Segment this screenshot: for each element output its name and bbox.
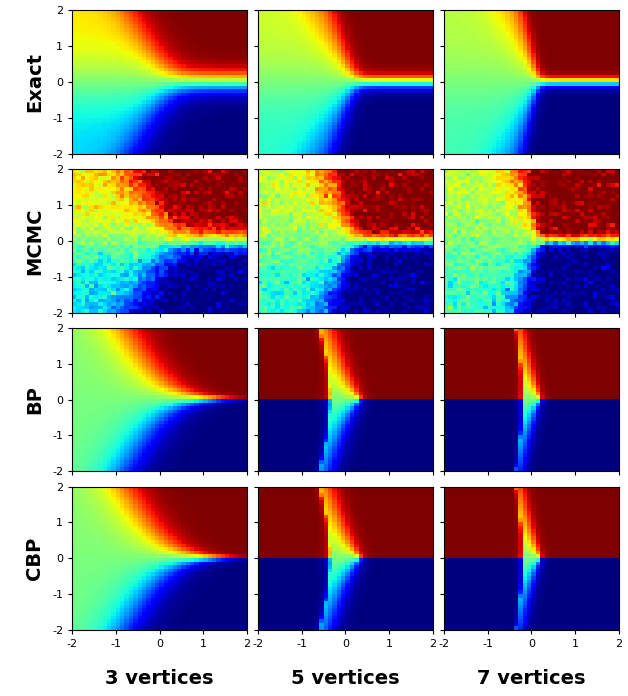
Text: 3 vertices: 3 vertices — [106, 669, 214, 688]
Text: BP: BP — [25, 385, 44, 414]
Text: CBP: CBP — [25, 537, 44, 580]
Text: 7 vertices: 7 vertices — [477, 669, 585, 688]
Text: Exact: Exact — [25, 52, 44, 112]
Text: MCMC: MCMC — [25, 207, 44, 274]
Text: 5 vertices: 5 vertices — [291, 669, 399, 688]
